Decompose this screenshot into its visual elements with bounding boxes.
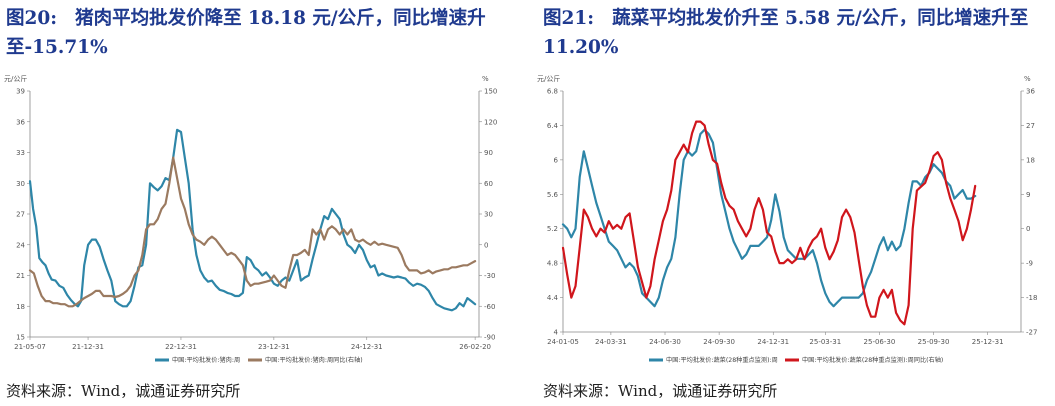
left-tick-label: 6.8 [547, 88, 558, 96]
x-tick-label: 21-05-07 [14, 343, 46, 351]
figure-title: 图20: 猪肉平均批发价降至 18.18 元/公斤，同比增速升至-15.71% [6, 4, 520, 62]
series-line-1 [561, 128, 977, 308]
pork-price-chart: 元/公斤 % 15 18 21 24 27 30 33 36 39 -90 -60 -30 0 30 60 90 1… [4, 74, 497, 364]
legend-label: 中国:平均批发价:猪肉:周同比(右轴) [265, 356, 363, 364]
right-tick-label: -90 [484, 334, 495, 342]
right-tick-label: -27 [1026, 329, 1037, 337]
figure-title-text: 猪肉平均批发价降至 18.18 元/公斤，同比增速升至-15.71% [6, 8, 486, 58]
left-tick-label: 4.8 [547, 260, 558, 268]
left-tick-label: 33 [16, 149, 25, 157]
chart-panel-vegetables: 图21: 蔬菜平均批发价升至 5.58 元/公斤，同比增速升至 11.20% 元/… [537, 0, 1055, 400]
right-tick-label: 36 [1026, 88, 1035, 96]
left-axis-unit: 元/公斤 [537, 74, 560, 83]
x-tick-label: 25-06-30 [864, 338, 896, 346]
x-tick-label: 24-12-31 [351, 343, 383, 351]
legend-label: 中国:平均批发价:蔬菜(28种重点监测):周同比(右轴) [802, 356, 943, 364]
left-tick-label: 27 [16, 211, 25, 219]
x-tick-label: 24-12-31 [757, 338, 789, 346]
right-tick-label: 27 [1026, 122, 1035, 130]
x-tick-label: 24-03-31 [595, 338, 627, 346]
left-tick-label: 21 [16, 272, 25, 280]
right-tick-label: 0 [1026, 225, 1030, 233]
left-tick-label: 6 [554, 156, 559, 164]
x-tick-label: 24-06-30 [649, 338, 681, 346]
right-tick-label: 60 [484, 180, 493, 188]
left-tick-label: 39 [16, 88, 25, 96]
legend-label: 中国:平均批发价:蔬菜(28种重点监测):周 [666, 356, 778, 364]
right-tick-label: 90 [484, 149, 493, 157]
x-tick-label: 21-12-31 [72, 343, 104, 351]
vegetable-price-chart: 元/公斤 % 4 4.4 4.8 5.2 5.6 6 6.4 6.8 -27 -18 -9 0 9 18 27 3… [537, 74, 1037, 364]
left-tick-label: 5.6 [547, 191, 559, 199]
x-tick-label: 25-12-31 [972, 338, 1004, 346]
right-tick-label: -60 [484, 303, 495, 311]
right-tick-label: 150 [484, 88, 497, 96]
right-tick-label: -9 [1026, 260, 1033, 268]
legend-label: 中国:平均批发价:猪肉:周 [172, 356, 240, 364]
right-axis-unit: % [1024, 75, 1031, 83]
source-note: 资料来源：Wind，诚通证券研究所 [6, 382, 241, 400]
figure-number: 图21: [543, 8, 595, 29]
right-tick-label: -30 [484, 272, 495, 280]
chart-panel-pork: 图20: 猪肉平均批发价降至 18.18 元/公斤，同比增速升至-15.71% 元… [0, 0, 520, 400]
source-note: 资料来源：Wind，诚通证券研究所 [543, 382, 778, 400]
right-tick-label: 9 [1026, 191, 1030, 199]
x-tick-label: 23-12-31 [258, 343, 290, 351]
x-tick-label: 24-09-30 [703, 338, 735, 346]
left-tick-label: 4 [554, 329, 559, 337]
left-tick-label: 6.4 [547, 122, 559, 130]
left-tick-label: 30 [16, 180, 25, 188]
left-tick-label: 36 [16, 118, 25, 126]
left-tick-label: 4.4 [547, 294, 559, 302]
right-tick-label: 120 [484, 118, 497, 126]
right-tick-label: 30 [484, 211, 493, 219]
left-tick-label: 15 [16, 334, 25, 342]
right-tick-label: 18 [1026, 156, 1035, 164]
x-tick-label: 24-01-05 [547, 338, 579, 346]
left-tick-label: 24 [16, 241, 25, 249]
figure-title: 图21: 蔬菜平均批发价升至 5.58 元/公斤，同比增速升至 11.20% [543, 4, 1055, 62]
x-tick-label: 22-12-31 [165, 343, 197, 351]
series-line-2 [28, 156, 477, 308]
series-line-1 [28, 128, 477, 312]
series-line-2 [561, 120, 977, 326]
figure-number: 图20: [6, 8, 58, 29]
left-tick-label: 5.2 [547, 225, 558, 233]
x-tick-label: 25-09-30 [918, 338, 950, 346]
left-axis-unit: 元/公斤 [4, 74, 27, 83]
right-axis-unit: % [482, 75, 489, 83]
x-tick-label: 26-02-20 [459, 343, 491, 351]
right-tick-label: 0 [484, 241, 488, 249]
right-tick-label: -18 [1026, 294, 1037, 302]
x-tick-label: 25-03-31 [809, 338, 841, 346]
figure-title-text: 蔬菜平均批发价升至 5.58 元/公斤，同比增速升至 11.20% [543, 8, 1029, 58]
left-tick-label: 18 [16, 303, 25, 311]
